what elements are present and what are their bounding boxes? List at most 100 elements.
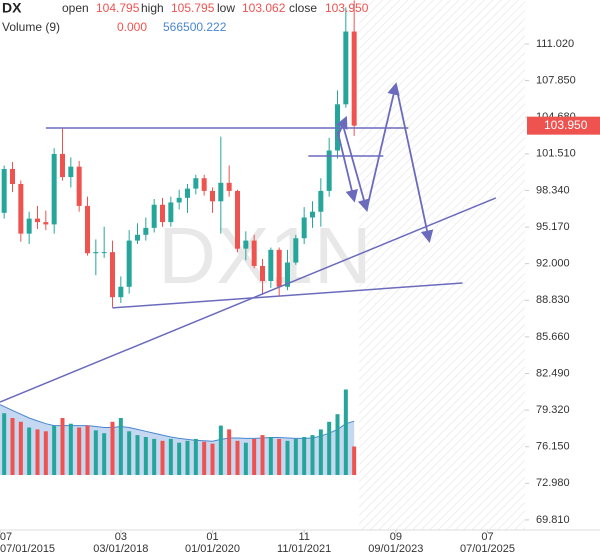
volume-bar	[302, 437, 307, 475]
volume-bar	[310, 435, 315, 475]
last-price-label: 103.950	[544, 118, 588, 132]
candle-body	[293, 238, 299, 263]
x-tick-label: 01	[206, 531, 218, 543]
candle-body	[60, 153, 65, 178]
volume-bar	[35, 429, 40, 475]
candle-body	[301, 217, 307, 239]
candle-body	[210, 190, 215, 202]
volume-bar	[277, 438, 282, 475]
candle-body	[85, 205, 90, 254]
volume-bar	[318, 429, 323, 475]
candle-body	[10, 168, 15, 184]
volume-bar	[2, 413, 7, 475]
future-area	[359, 0, 525, 530]
y-tick-label: 95.170	[536, 221, 570, 233]
value: 103.062	[242, 1, 286, 15]
y-tick-label: 101.510	[536, 148, 576, 160]
label: open	[62, 1, 89, 15]
watermark: DX1N	[158, 211, 371, 300]
candle-body	[110, 252, 115, 298]
volume-bar	[127, 431, 132, 475]
background	[359, 0, 525, 530]
volume-bar	[135, 435, 140, 475]
volume-bar	[152, 438, 157, 475]
candle-body	[218, 182, 224, 202]
candle-body	[168, 202, 174, 223]
y-tick-label: 88.830	[536, 294, 570, 306]
y-tick-label: 92.000	[536, 258, 570, 270]
volume-bar	[177, 442, 182, 475]
candle-body	[26, 218, 32, 234]
x-tick-label: 07/01/2025	[460, 543, 515, 555]
candle-body	[268, 249, 274, 281]
candle-body	[68, 166, 74, 178]
y-tick-label: 98.340	[536, 184, 570, 196]
volume-bar	[210, 443, 215, 475]
volume-bar	[143, 437, 148, 475]
y-tick-label: 79.320	[536, 404, 570, 416]
candle-body	[93, 252, 99, 254]
trend-line	[0, 197, 497, 403]
candle-body	[18, 183, 24, 234]
volume-bar	[293, 438, 298, 475]
candle-body	[126, 240, 132, 287]
label: close	[289, 1, 317, 15]
candle-body	[101, 252, 107, 254]
candle-body	[160, 204, 165, 223]
volume-bar	[52, 425, 57, 475]
candle-body	[201, 178, 207, 191]
arrow	[336, 130, 358, 203]
volume-bar	[18, 421, 23, 475]
x-tick-label: 11/01/2021	[277, 543, 331, 555]
value: 0.000	[117, 20, 147, 34]
candle-body	[118, 286, 124, 298]
value: 104.795	[96, 1, 140, 15]
volume-bar	[68, 423, 73, 475]
candle-body	[135, 234, 140, 241]
y-tick-label: 69.810	[536, 514, 570, 526]
candle-body	[193, 178, 199, 189]
x-tick-label: 07	[0, 531, 12, 543]
y-tick-label: 76.150	[536, 441, 570, 453]
volume-bar	[93, 430, 98, 475]
candle-body	[151, 204, 157, 228]
candle-body	[43, 222, 49, 225]
x-tick-label: 03	[115, 531, 127, 543]
trend-line	[112, 282, 463, 309]
candle-body	[318, 190, 324, 212]
volume-bar	[335, 414, 340, 475]
volume-bar	[218, 425, 223, 475]
value: 566500.222	[163, 20, 227, 34]
candle-body	[310, 211, 315, 218]
value: 105.795	[171, 1, 215, 15]
label: high	[141, 1, 164, 15]
candle-body	[343, 31, 349, 105]
volume-bar	[102, 433, 107, 475]
volume-bar	[27, 427, 32, 475]
volume-bar	[193, 438, 198, 475]
symbol: DX	[2, 0, 22, 16]
x-tick-label: 01/01/2020	[185, 543, 240, 555]
x-tick-label: 07/01/2015	[0, 543, 55, 555]
last-price-box	[527, 116, 600, 135]
label: low	[217, 1, 235, 15]
candle-body	[351, 31, 357, 126]
candle-body	[260, 265, 265, 281]
volume-bar	[260, 435, 265, 475]
candle-body	[251, 240, 257, 266]
volume-bar	[10, 418, 15, 475]
volume-bar	[268, 437, 273, 475]
candle-body	[35, 218, 40, 223]
volume-bar	[168, 438, 173, 475]
volume-bar	[160, 440, 165, 475]
volume-bar	[43, 431, 48, 475]
x-tick-label: 09/01/2023	[368, 543, 423, 555]
volume-bar	[110, 421, 115, 475]
y-tick-label: 85.660	[536, 331, 570, 343]
volume-bar	[243, 442, 248, 475]
volume-bar	[343, 389, 348, 475]
candle-body	[285, 262, 290, 287]
volume-bar	[77, 427, 82, 475]
